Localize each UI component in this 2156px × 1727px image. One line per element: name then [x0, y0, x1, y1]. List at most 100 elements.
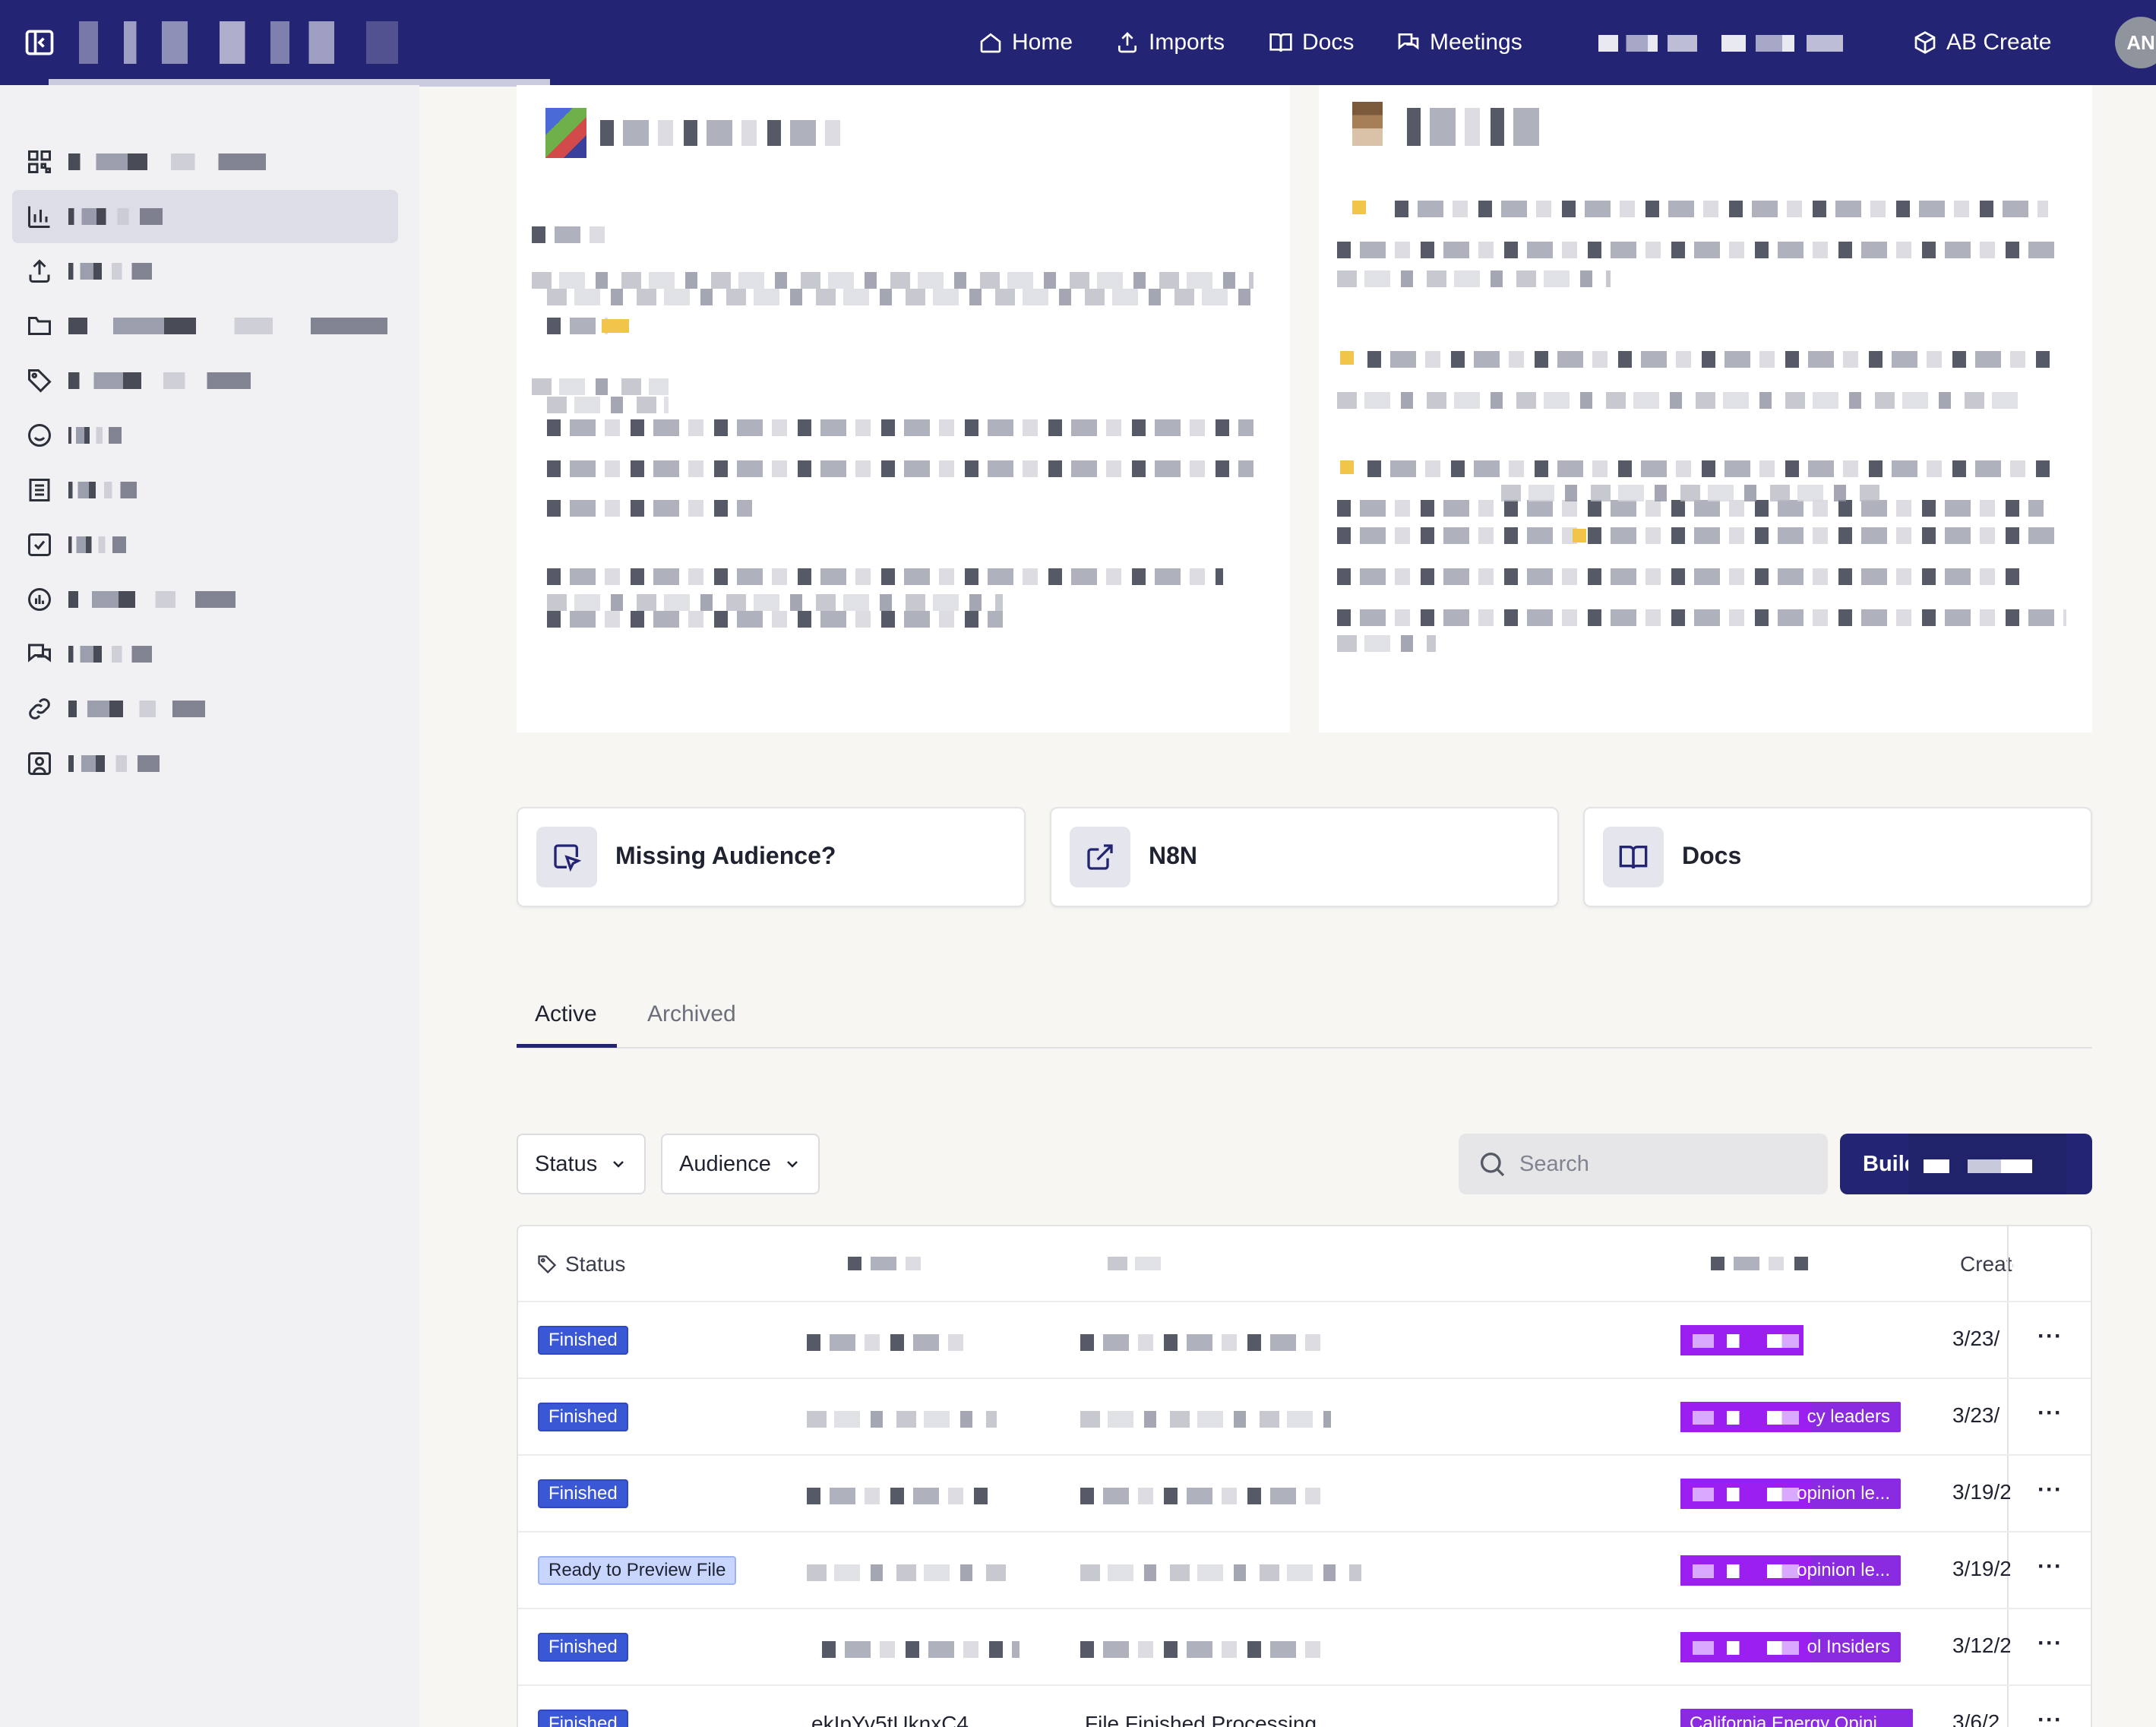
card-logo	[1352, 102, 1383, 146]
active-tab-indicator	[517, 1044, 617, 1048]
audience-tag-label: opinion le...	[1797, 1483, 1890, 1504]
sidebar-item-9[interactable]	[12, 573, 398, 626]
table-icon	[29, 479, 50, 501]
audience-filter-button[interactable]: Audience	[661, 1134, 820, 1194]
sidebar-item-4[interactable]	[12, 299, 398, 353]
audience-tag: cy leaders	[1680, 1402, 1901, 1432]
card-text	[547, 611, 1003, 628]
row-actions-button[interactable]: ···	[2037, 1707, 2063, 1727]
card-text	[547, 594, 1003, 611]
sidebar-item-8[interactable]	[12, 518, 398, 571]
search-input[interactable]	[1519, 1151, 1808, 1177]
row-actions-button[interactable]: ···	[2037, 1631, 2063, 1656]
sidebar-item-label	[68, 372, 251, 389]
chat-icon	[28, 644, 51, 663]
sidebar-item-1[interactable]	[12, 135, 398, 188]
card-text	[1337, 500, 2044, 517]
sidebar-item-7[interactable]	[12, 463, 398, 517]
sidebar-toggle-icon[interactable]	[23, 26, 56, 59]
table-row[interactable]: Ready to Preview File opinion le... 3/19…	[518, 1531, 2091, 1608]
card-text	[1337, 270, 1611, 287]
sidebar-item-5[interactable]	[12, 354, 398, 407]
sidebar-item-label	[68, 646, 152, 663]
column-header-created-label: Created	[1960, 1252, 2013, 1276]
nav-item-redacted-1[interactable]	[1598, 35, 1697, 52]
info-card-right	[1319, 85, 2092, 732]
smile-icon	[28, 424, 51, 447]
audience-tag: opinion le...	[1680, 1555, 1901, 1586]
pointer-icon	[536, 827, 597, 887]
sidebar-item-11[interactable]	[12, 682, 398, 735]
nav-create[interactable]: AB Create	[1913, 20, 2051, 65]
cell-redacted	[807, 1411, 997, 1428]
status-badge: Finished	[538, 1633, 628, 1662]
table-row[interactable]: Finished ekIpYv5tUknxC4 File Finished Pr…	[518, 1684, 2091, 1727]
column-header-redacted[interactable]	[1108, 1257, 1164, 1270]
row-actions-button[interactable]: ···	[2037, 1554, 2063, 1579]
missing-audience-label: Missing Audience?	[615, 842, 836, 869]
external-link-icon	[1070, 827, 1130, 887]
card-text	[547, 500, 752, 517]
sidebar-item-label	[68, 208, 163, 225]
audience-tag-label: opinion le...	[1797, 1560, 1890, 1580]
table-row[interactable]: Finished ol Insiders 3/12/2 ···	[518, 1608, 2091, 1684]
upload-icon	[1118, 32, 1136, 53]
created-date: 3/23/	[1952, 1403, 2000, 1427]
link-icon	[29, 698, 50, 720]
tab-active[interactable]: Active	[535, 1001, 597, 1026]
sidebar-item-label	[68, 482, 137, 498]
tab-bar: Active Archived	[517, 992, 2092, 1049]
card-text	[547, 289, 1253, 305]
table-row[interactable]: Finished cy leaders 3/23/ ···	[518, 1377, 2091, 1454]
audience-tag	[1680, 1325, 1804, 1355]
nav-item-redacted-2[interactable]	[1721, 35, 1843, 52]
column-header-redacted[interactable]	[1711, 1257, 1810, 1270]
app-brand[interactable]	[79, 21, 398, 64]
book-icon	[1603, 827, 1664, 887]
bar-chart-icon	[28, 206, 50, 228]
nav-meetings[interactable]: Meetings	[1396, 20, 1522, 65]
n8n-label: N8N	[1149, 842, 1198, 869]
build-button[interactable]: Build	[1840, 1134, 2092, 1194]
row-actions-button[interactable]: ···	[2037, 1400, 2063, 1425]
card-text	[1367, 460, 2051, 477]
nav-docs-label: Docs	[1302, 30, 1355, 55]
status-filter-button[interactable]: Status	[517, 1134, 646, 1194]
sidebar-item-10[interactable]	[12, 628, 398, 681]
created-date: 3/12/2	[1952, 1634, 2010, 1657]
column-header-status[interactable]: Status	[536, 1252, 625, 1276]
avatar[interactable]: AN	[2115, 17, 2156, 68]
home-icon	[980, 33, 1001, 53]
status-badge: Finished	[538, 1479, 628, 1508]
audience-tag-label: cy leaders	[1807, 1406, 1890, 1427]
cell-redacted	[807, 1488, 997, 1504]
docs-card[interactable]: Docs	[1583, 807, 2092, 907]
status-badge: Ready to Preview File	[538, 1556, 737, 1585]
row-actions-button[interactable]: ···	[2037, 1324, 2063, 1349]
column-header-created[interactable]: Created	[1952, 1252, 2013, 1276]
row-actions-button[interactable]: ···	[2037, 1477, 2063, 1502]
table-row[interactable]: Finished 3/23/ ···	[518, 1301, 2091, 1377]
sidebar-item-2[interactable]	[12, 190, 398, 243]
nav-docs[interactable]: Docs	[1269, 20, 1354, 65]
audience-tag: ol Insiders	[1680, 1632, 1901, 1662]
cell-redacted	[1080, 1411, 1331, 1428]
sidebar-item-6[interactable]	[12, 409, 398, 462]
table-row[interactable]: Finished opinion le... 3/19/2 ···	[518, 1454, 2091, 1531]
column-header-redacted[interactable]	[848, 1257, 931, 1270]
nav-imports[interactable]: Imports	[1115, 20, 1225, 65]
nav-home[interactable]: Home	[978, 20, 1073, 65]
sidebar-item-3[interactable]	[12, 245, 398, 298]
card-text	[1337, 527, 2059, 544]
sidebar-item-12[interactable]	[12, 737, 398, 790]
cell-redacted	[1080, 1641, 1331, 1658]
tab-archived[interactable]: Archived	[647, 1001, 736, 1026]
user-square-icon	[28, 752, 51, 775]
status-badge: Finished	[538, 1403, 628, 1431]
card-bullet	[1340, 351, 1354, 365]
nav-create-label: AB Create	[1946, 30, 2052, 55]
card-text	[547, 460, 1253, 477]
n8n-card[interactable]: N8N	[1050, 807, 1559, 907]
card-logo	[545, 108, 586, 158]
missing-audience-card[interactable]: Missing Audience?	[517, 807, 1026, 907]
